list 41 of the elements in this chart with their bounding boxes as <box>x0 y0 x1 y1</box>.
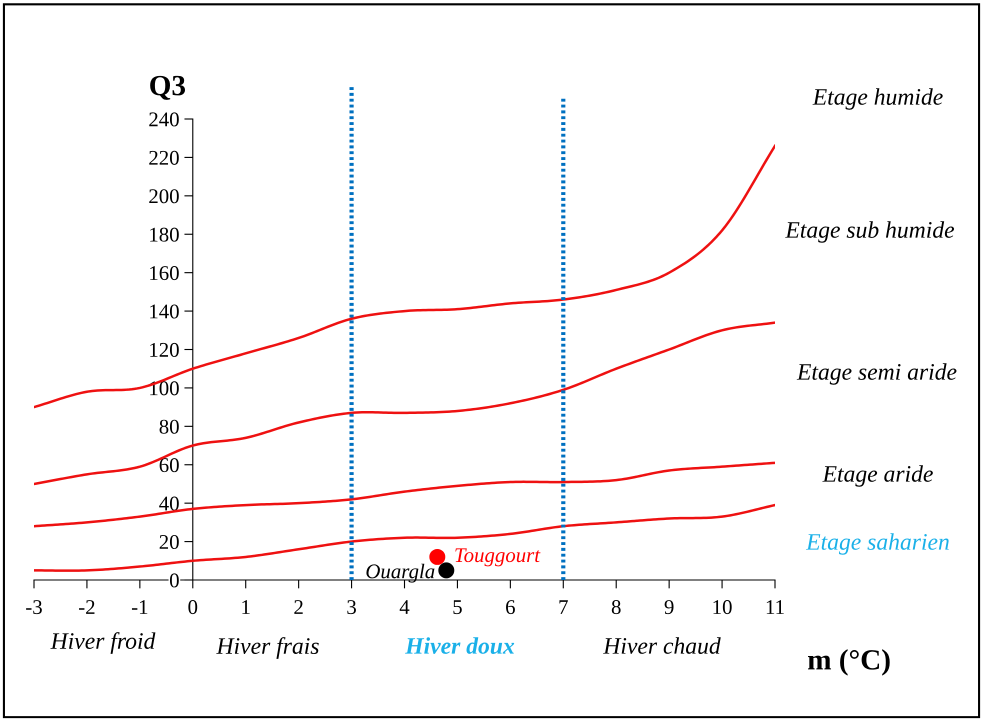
y-tick-label: 200 <box>149 189 179 204</box>
series-label: Ouargla <box>366 564 434 583</box>
text: Etage sub humide <box>785 221 954 243</box>
x-tick-label: 8 <box>612 600 621 614</box>
y-tick-label: 160 <box>150 266 179 280</box>
x-tick-label: 9 <box>664 600 674 614</box>
series-label: Touggourt <box>455 548 540 566</box>
y-tick-label: 220 <box>149 150 179 165</box>
text: Hiver chaud <box>603 637 721 654</box>
text: Hiver froid <box>50 632 156 654</box>
x-tick-label: 0 <box>188 600 198 614</box>
text: Etage semi aride <box>796 363 956 385</box>
y-axis-title: Q3 <box>150 76 186 100</box>
x-tick-label: 11 <box>766 600 784 614</box>
text: Etage aride <box>822 465 933 487</box>
x-tick-label: 2 <box>294 600 303 614</box>
x-tick-label: 1 <box>242 600 250 614</box>
y-tick-label: 80 <box>160 420 179 434</box>
text: Hiver doux <box>405 637 514 654</box>
x-tick-label: 4 <box>400 600 410 614</box>
x-tick-label: 10 <box>713 600 732 614</box>
y-tick-label: 60 <box>160 458 179 472</box>
y-tick-label: 20 <box>160 534 179 550</box>
x-tick-label: -3 <box>26 600 42 614</box>
y-tick-label: 140 <box>150 304 179 319</box>
text: Etage saharien <box>806 533 949 555</box>
x-tick-label: 5 <box>453 600 462 614</box>
x-tick-label: 3 <box>347 600 356 614</box>
x-axis-title: m (°C) <box>808 649 890 676</box>
text: Etage humide <box>812 88 943 110</box>
y-tick-label: 40 <box>159 496 179 511</box>
y-tick-label: 240 <box>149 112 179 126</box>
x-tick-label: -2 <box>79 600 94 614</box>
y-tick-label: 0 <box>170 573 179 588</box>
x-tick-label: 6 <box>506 600 515 614</box>
text: Hiver frais <box>216 637 319 659</box>
x-tick-label: 7 <box>559 600 568 614</box>
x-tick-label: -1 <box>132 600 148 614</box>
y-tick-label: 100 <box>150 381 179 396</box>
y-tick-label: 120 <box>150 342 179 357</box>
y-tick-label: 180 <box>150 228 179 242</box>
